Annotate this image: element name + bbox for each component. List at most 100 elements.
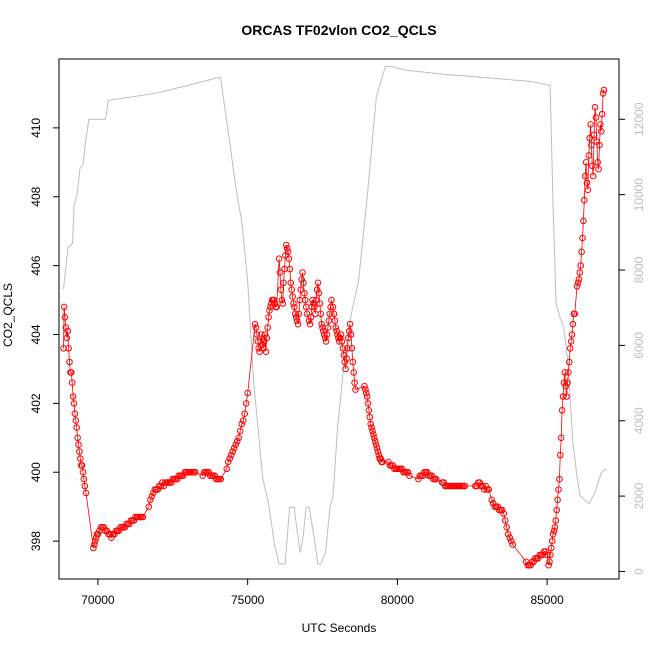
co2-point <box>368 424 375 431</box>
co2-point <box>286 265 294 273</box>
co2-point <box>598 110 606 118</box>
co2-point <box>574 279 582 287</box>
co2-point <box>71 410 79 418</box>
co2-point <box>333 327 340 335</box>
x-tick-label: 75000 <box>231 593 265 607</box>
co2-point <box>238 420 245 428</box>
co2-point <box>560 379 568 387</box>
co2-point <box>556 475 563 483</box>
co2-point <box>61 314 69 321</box>
co2-point <box>233 438 241 445</box>
x-tick-label: 80000 <box>381 593 415 607</box>
co2-point <box>92 534 100 542</box>
co2-point <box>277 286 285 294</box>
y-tick-label: 400 <box>29 462 43 482</box>
co2-point <box>291 303 298 311</box>
co2-point <box>283 241 290 249</box>
co2-series-points <box>60 86 608 569</box>
co2-point <box>550 527 558 535</box>
co2-point <box>303 310 311 318</box>
y-tick-label: 406 <box>29 255 43 275</box>
co2-point <box>192 468 199 476</box>
co2-point <box>545 561 552 569</box>
co2-point <box>254 338 262 345</box>
co2-point <box>404 468 412 476</box>
x-axis: 70000 75000 80000 85000 <box>81 578 564 607</box>
co2-point <box>585 152 593 159</box>
co2-point <box>485 486 493 493</box>
co2-point <box>348 345 356 352</box>
co2-point <box>309 296 316 304</box>
co2-point <box>73 424 80 431</box>
co2-point <box>262 348 270 356</box>
co2-point <box>371 438 379 445</box>
co2-point <box>63 334 71 342</box>
co2-point <box>289 293 296 300</box>
co2-point <box>263 334 271 342</box>
co2-point <box>351 379 358 387</box>
co2-point <box>147 496 154 504</box>
co2-point <box>433 475 440 483</box>
co2-point <box>349 358 357 366</box>
co2-point <box>261 331 269 338</box>
co2-point <box>232 441 239 449</box>
co2-point <box>65 345 72 352</box>
co2-point <box>600 86 608 94</box>
co2-point <box>273 303 281 311</box>
co2-point <box>79 468 87 476</box>
co2-point <box>506 534 514 542</box>
co2-point <box>596 141 603 149</box>
co2-point <box>338 338 346 345</box>
co2-point <box>91 537 99 545</box>
co2-point <box>373 444 381 452</box>
co2-point <box>226 455 233 462</box>
co2-point <box>329 303 337 311</box>
co2-point <box>589 172 597 180</box>
co2-point <box>70 400 78 407</box>
co2-point <box>300 279 307 287</box>
co2-point <box>350 369 358 376</box>
co2-point <box>555 486 562 493</box>
co2-point <box>542 548 549 555</box>
co2-point <box>294 320 302 328</box>
co2-point <box>479 482 487 490</box>
y2-tick-label: 2000 <box>632 482 646 509</box>
co2-point <box>346 320 354 328</box>
co2-point <box>315 289 323 297</box>
co2-point <box>590 131 598 139</box>
co2-point <box>507 537 515 545</box>
y2-tick-label: 6000 <box>632 332 646 359</box>
co2-point <box>581 196 588 204</box>
co2-point <box>324 324 332 331</box>
co2-point <box>94 530 102 538</box>
co2-point <box>461 482 469 490</box>
co2-point <box>599 90 607 97</box>
co2-point <box>548 537 556 545</box>
y2-tick-label: 4000 <box>632 407 646 434</box>
co2-point <box>564 379 571 387</box>
co2-point <box>264 324 272 331</box>
co2-point <box>375 451 383 459</box>
co2-point <box>64 327 71 335</box>
co2-point <box>575 276 583 283</box>
co2-point <box>68 379 76 387</box>
co2-point <box>290 300 297 307</box>
y2-tick-label: 12000 <box>632 102 646 136</box>
co2-point <box>578 248 585 256</box>
y-axis-right: 0 2000 4000 6000 8000 10000 12000 <box>618 102 646 575</box>
co2-point <box>372 441 380 449</box>
co2-point <box>592 114 600 121</box>
co2-point <box>60 303 68 311</box>
y-tick-label: 408 <box>29 186 43 206</box>
x-tick-label: 85000 <box>530 593 564 607</box>
co2-point <box>543 551 551 559</box>
co2-point <box>576 269 584 276</box>
co2-point <box>504 530 512 538</box>
y-tick-label: 410 <box>29 118 43 138</box>
co2-point <box>336 338 343 345</box>
co2-point <box>62 324 70 331</box>
co2-point <box>362 386 369 393</box>
x-axis-label: UTC Seconds <box>302 621 377 635</box>
co2-point <box>488 496 496 504</box>
co2-point <box>284 248 292 256</box>
